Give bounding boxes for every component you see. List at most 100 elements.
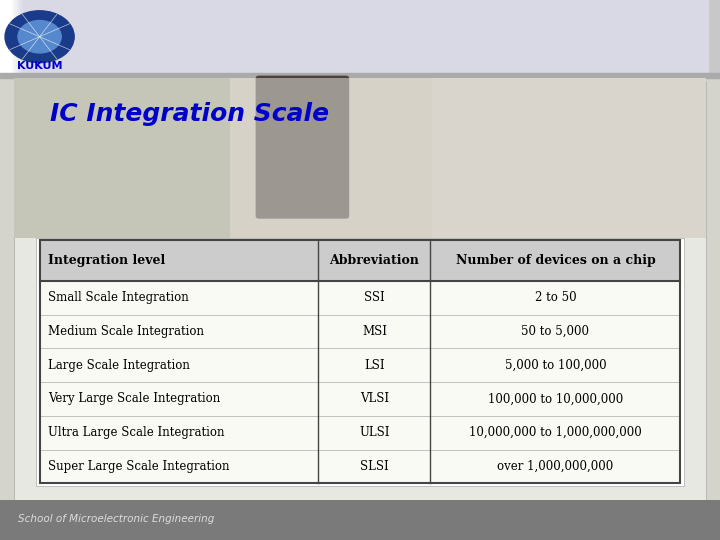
Bar	[17, 0, 312, 73]
Bar	[19, 0, 384, 73]
Text: MSI: MSI	[362, 325, 387, 338]
Text: School of Microelectronic Engineering: School of Microelectronic Engineering	[18, 515, 215, 524]
Bar	[16, 0, 252, 73]
Text: SLSI: SLSI	[360, 460, 389, 473]
Bar	[17, 0, 324, 73]
Text: VLSI: VLSI	[360, 393, 389, 406]
Bar	[14, 0, 120, 73]
Bar	[22, 0, 636, 73]
Bar	[22, 0, 624, 73]
Text: 5,000 to 100,000: 5,000 to 100,000	[505, 359, 606, 372]
Text: 100,000 to 10,000,000: 100,000 to 10,000,000	[488, 393, 623, 406]
Bar	[15, 0, 204, 73]
FancyBboxPatch shape	[40, 382, 680, 416]
Text: Abbreviation: Abbreviation	[330, 254, 419, 267]
Text: KUKUM: KUKUM	[17, 61, 63, 71]
Bar	[17, 0, 276, 73]
Bar	[16, 0, 216, 73]
Bar	[17, 0, 336, 73]
Bar	[22, 0, 600, 73]
FancyBboxPatch shape	[432, 78, 706, 238]
Bar	[22, 0, 612, 73]
Bar	[18, 0, 360, 73]
Text: IC Integration Scale: IC Integration Scale	[50, 103, 330, 126]
Bar	[23, 0, 684, 73]
Text: LSI: LSI	[364, 359, 384, 372]
Text: Very Large Scale Integration: Very Large Scale Integration	[48, 393, 220, 406]
Text: Number of devices on a chip: Number of devices on a chip	[456, 254, 655, 267]
Text: Integration level: Integration level	[48, 254, 166, 267]
FancyBboxPatch shape	[40, 416, 680, 449]
Bar	[18, 0, 348, 73]
Bar	[14, 0, 132, 73]
Text: Ultra Large Scale Integration: Ultra Large Scale Integration	[48, 426, 225, 439]
Bar	[19, 0, 444, 73]
Bar	[15, 0, 192, 73]
FancyBboxPatch shape	[14, 78, 706, 238]
Bar	[19, 0, 468, 73]
FancyBboxPatch shape	[36, 238, 684, 486]
FancyBboxPatch shape	[40, 240, 680, 281]
Bar	[14, 0, 144, 73]
Bar	[13, 0, 72, 73]
FancyBboxPatch shape	[0, 76, 720, 502]
Text: Medium Scale Integration: Medium Scale Integration	[48, 325, 204, 338]
Bar	[21, 0, 528, 73]
Bar	[19, 0, 396, 73]
Bar	[13, 0, 48, 73]
Bar	[19, 0, 420, 73]
Bar	[20, 0, 480, 73]
Bar	[20, 0, 492, 73]
Bar	[23, 0, 660, 73]
Bar	[21, 0, 516, 73]
FancyBboxPatch shape	[14, 81, 706, 500]
Text: Large Scale Integration: Large Scale Integration	[48, 359, 190, 372]
Bar	[22, 0, 588, 73]
Bar	[22, 0, 576, 73]
Bar	[14, 0, 156, 73]
FancyBboxPatch shape	[40, 281, 680, 314]
Text: Small Scale Integration: Small Scale Integration	[48, 291, 189, 304]
Text: SSI: SSI	[364, 291, 384, 304]
Bar	[21, 0, 552, 73]
Bar	[23, 0, 672, 73]
Text: over 1,000,000,000: over 1,000,000,000	[498, 460, 613, 473]
Text: 10,000,000 to 1,000,000,000: 10,000,000 to 1,000,000,000	[469, 426, 642, 439]
Bar	[0, 0, 12, 73]
Text: 50 to 5,000: 50 to 5,000	[521, 325, 590, 338]
Bar	[19, 0, 408, 73]
Bar	[16, 0, 240, 73]
Bar	[15, 0, 180, 73]
Bar	[24, 0, 708, 73]
FancyBboxPatch shape	[14, 78, 230, 238]
Bar	[12, 0, 36, 73]
Bar	[19, 0, 432, 73]
FancyBboxPatch shape	[14, 78, 706, 238]
FancyBboxPatch shape	[0, 500, 720, 540]
Bar	[16, 0, 228, 73]
Text: ULSI: ULSI	[359, 426, 390, 439]
Bar	[20, 0, 504, 73]
Bar	[17, 0, 288, 73]
Bar	[18, 0, 372, 73]
FancyBboxPatch shape	[256, 76, 349, 219]
Circle shape	[18, 21, 61, 53]
Circle shape	[5, 11, 74, 63]
FancyBboxPatch shape	[40, 449, 680, 483]
Bar	[24, 0, 696, 73]
Text: Super Large Scale Integration: Super Large Scale Integration	[48, 460, 230, 473]
Bar	[14, 0, 84, 73]
Bar	[22, 0, 564, 73]
FancyBboxPatch shape	[40, 348, 680, 382]
Bar	[12, 0, 24, 73]
Bar	[13, 0, 60, 73]
Bar	[14, 0, 96, 73]
Bar	[0, 73, 720, 78]
Bar	[17, 0, 264, 73]
Text: 2 to 50: 2 to 50	[535, 291, 576, 304]
Bar	[17, 0, 300, 73]
Bar	[21, 0, 540, 73]
Bar	[14, 0, 108, 73]
Bar	[19, 0, 456, 73]
Bar	[15, 0, 168, 73]
